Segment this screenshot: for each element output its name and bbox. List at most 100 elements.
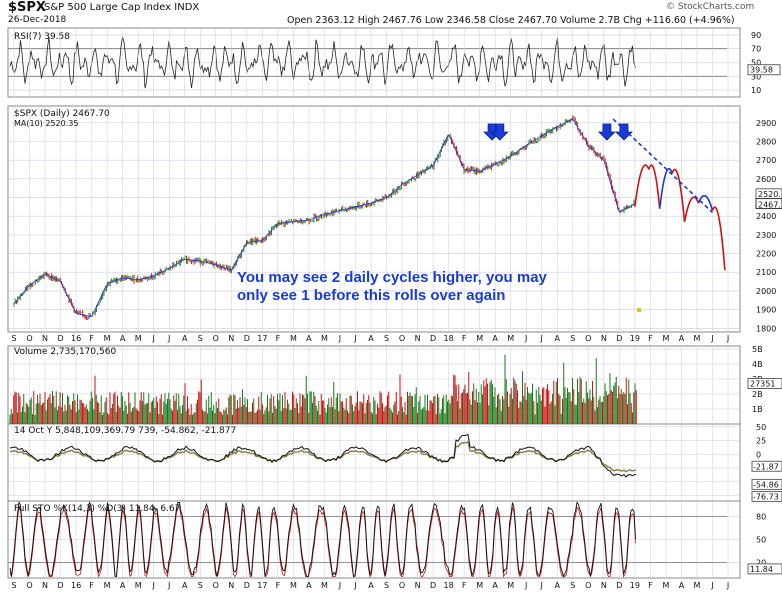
vol-tick-4B: 4B (752, 360, 763, 369)
x-label-top-J: J (353, 334, 356, 343)
x-label-bottom-N: N (601, 581, 607, 590)
x-label-top-N: N (42, 334, 48, 343)
osc-tick-50: 50 (756, 423, 766, 432)
x-label-top-A: A (120, 334, 126, 343)
x-label-bottom-F: F (462, 581, 467, 590)
x-label-bottom-M: M (321, 581, 328, 590)
down-arrow-2 (597, 123, 616, 141)
x-label-bottom-F: F (89, 581, 94, 590)
vol-tick-5B: 5B (752, 345, 763, 354)
ohlc-summary: Open 2363.12 High 2467.76 Low 2346.58 Cl… (287, 15, 735, 26)
x-label-bottom-F: F (648, 581, 653, 590)
x-label-top-F: F (276, 334, 281, 343)
x-label-bottom-J: J (524, 581, 527, 590)
ma-line (13, 119, 635, 318)
x-label-top-A: A (555, 334, 561, 343)
x-label-top-A: A (368, 334, 374, 343)
x-label-bottom-A: A (679, 581, 685, 590)
vol-tick-2B: 2B (752, 390, 763, 399)
x-label-top-M: M (104, 334, 111, 343)
x-label-top-S: S (570, 334, 575, 343)
x-label-bottom-J: J (540, 581, 543, 590)
vol-tick-1B: 1B (752, 405, 763, 414)
osc-title: 14 Oct Y 5,848,109,369.79 739, -54.862, … (14, 426, 236, 436)
x-label-top-F: F (648, 334, 653, 343)
x-label-top-A: A (182, 334, 188, 343)
x-label-bottom-M: M (507, 581, 514, 590)
x-label-top-D: D (616, 334, 622, 343)
price-tick-2800: 2800 (756, 137, 776, 146)
rsi-tick-30: 30 (751, 72, 761, 81)
x-label-top-17: 17 (257, 334, 267, 343)
x-label-bottom-J: J (726, 581, 729, 590)
ma-value-label: 2520.3 (758, 190, 782, 199)
vol-value-label: 27351 (750, 380, 775, 389)
x-label-top-J: J (524, 334, 527, 343)
rsi-tick-10: 10 (751, 86, 761, 95)
symbol: $SPX (8, 0, 46, 15)
x-label-top-O: O (399, 334, 405, 343)
osc-tick-25: 25 (756, 437, 766, 446)
x-label-bottom-D: D (57, 581, 63, 590)
x-label-top-M: M (476, 334, 483, 343)
sto-tick-50: 50 (756, 536, 766, 545)
x-label-bottom-J: J (710, 581, 713, 590)
price-panel (7, 105, 741, 333)
rsi-line (9, 36, 636, 89)
annotation-line-1: You may see 2 daily cycles higher, you m… (237, 269, 548, 286)
x-label-bottom-M: M (694, 581, 701, 590)
x-label-bottom-O: O (399, 581, 405, 590)
x-label-bottom-F: F (276, 581, 281, 590)
sto-k-line (9, 501, 636, 578)
x-label-bottom-A: A (120, 581, 126, 590)
x-label-top-N: N (415, 334, 421, 343)
x-label-top-A: A (679, 334, 685, 343)
marker-square (637, 308, 641, 312)
price-title: $SPX (Daily) 2467.70 (14, 109, 110, 119)
osc-value-label-1: -54.86 (753, 480, 779, 489)
osc-tick-0: 0 (756, 450, 761, 459)
sto-tick-20: 20 (756, 559, 766, 568)
vol-value-box (747, 378, 782, 389)
x-label-top-S: S (384, 334, 389, 343)
x-label-top-F: F (89, 334, 94, 343)
x-label-top-N: N (228, 334, 234, 343)
projection-segment (658, 167, 673, 209)
x-label-top-M: M (321, 334, 328, 343)
x-label-top-N: N (601, 334, 607, 343)
x-label-bottom-M: M (476, 581, 483, 590)
x-label-bottom-S: S (198, 581, 203, 590)
x-label-bottom-19: 19 (630, 581, 640, 590)
x-label-top-D: D (244, 334, 250, 343)
x-label-bottom-A: A (492, 581, 498, 590)
x-label-top-S: S (11, 334, 16, 343)
projection-segment (697, 194, 714, 211)
x-label-top-M: M (507, 334, 514, 343)
osc-main-line (9, 433, 637, 478)
x-label-top-O: O (213, 334, 219, 343)
price-value-box (755, 198, 782, 210)
ma-legend: MA(10) 2520.35 (14, 119, 78, 128)
x-label-bottom-N: N (415, 581, 421, 590)
price-tick-2600: 2600 (756, 175, 776, 184)
projection-segment (711, 206, 726, 271)
x-label-top-18: 18 (444, 334, 454, 343)
x-label-top-S: S (198, 334, 203, 343)
chart-header: $SPX S&P 500 Large Cap Index INDX 26-Dec… (0, 0, 782, 28)
x-label-bottom-M: M (662, 581, 669, 590)
sto-title: Full STO %K(14,3) %D(3) 11.84, 6.67 (14, 504, 180, 514)
x-label-bottom-N: N (42, 581, 48, 590)
x-label-bottom-O: O (585, 581, 591, 590)
rsi-tick-70: 70 (751, 45, 761, 54)
rsi-value-box (747, 64, 781, 76)
x-label-bottom-D: D (244, 581, 250, 590)
x-label-bottom-17: 17 (257, 581, 267, 590)
volume-title: Volume 2,735,170,560 (14, 347, 116, 357)
price-tick-2000: 2000 (756, 287, 776, 296)
x-label-top-M: M (662, 334, 669, 343)
projection-segment (648, 164, 661, 209)
x-label-top-O: O (585, 334, 591, 343)
x-label-top-J: J (167, 334, 170, 343)
x-label-top-D: D (430, 334, 436, 343)
x-label-top-J: J (152, 334, 155, 343)
